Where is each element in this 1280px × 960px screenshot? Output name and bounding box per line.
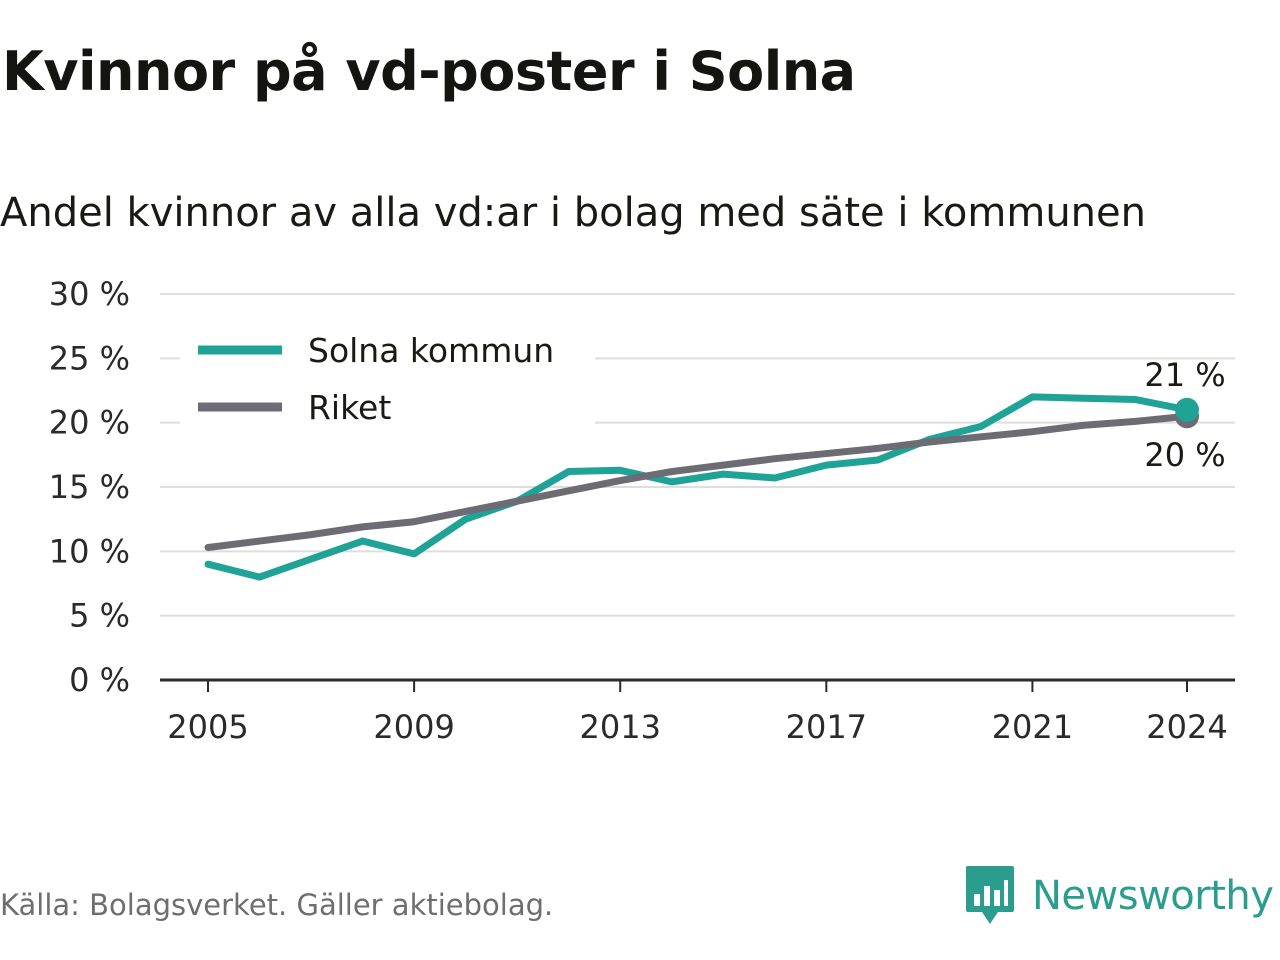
legend-box xyxy=(180,328,595,432)
series-lines xyxy=(204,393,1199,581)
legend-label: Solna kommun xyxy=(308,331,554,370)
end-label: 21 % xyxy=(1144,356,1225,394)
y-tick-label: 5 % xyxy=(69,597,130,635)
chart-subtitle: Andel kvinnor av alla vd:ar i bolag med … xyxy=(0,190,1146,236)
end-label: 20 % xyxy=(1144,436,1225,474)
legend: Solna kommun Riket xyxy=(180,328,595,432)
y-tick-label: 0 % xyxy=(69,661,130,699)
y-tick-label: 25 % xyxy=(49,339,130,377)
x-tick-label: 2021 xyxy=(992,708,1073,746)
y-tick-label: 15 % xyxy=(49,468,130,506)
y-axis-ticks: 0 % 5 % 10 % 15 % 20 % 25 % 30 % xyxy=(49,275,130,699)
x-tick-label: 2013 xyxy=(579,708,660,746)
line-chart: 0 %5 %10 %15 %20 %25 %30 % 2005 2009 2013 2… xyxy=(49,275,1235,746)
brand-name: Newsworthy xyxy=(1032,873,1274,919)
chart-title: Kvinnor på vd-poster i Solna xyxy=(2,40,856,103)
end-labels: 21 % 20 % xyxy=(1144,356,1225,474)
x-tick-label: 2017 xyxy=(786,708,867,746)
series-line xyxy=(204,412,1191,551)
x-tick-label: 2005 xyxy=(167,708,248,746)
legend-label: Riket xyxy=(308,388,391,427)
y-tick-label: 20 % xyxy=(49,404,130,442)
brand: Newsworthy xyxy=(964,864,1274,928)
series-line xyxy=(204,393,1191,581)
newsworthy-logo-icon xyxy=(966,866,1014,924)
x-axis-ticks: 2005 2009 2013 2017 2021 2024 xyxy=(160,678,1235,746)
end-marker xyxy=(1175,397,1199,422)
y-tick-label: 30 % xyxy=(49,275,130,313)
source-note: Källa: Bolagsverket. Gäller aktiebolag. xyxy=(0,888,554,922)
x-tick-label: 2024 xyxy=(1146,708,1227,746)
x-tick-label: 2009 xyxy=(373,708,454,746)
y-tick-label: 10 % xyxy=(49,532,130,570)
